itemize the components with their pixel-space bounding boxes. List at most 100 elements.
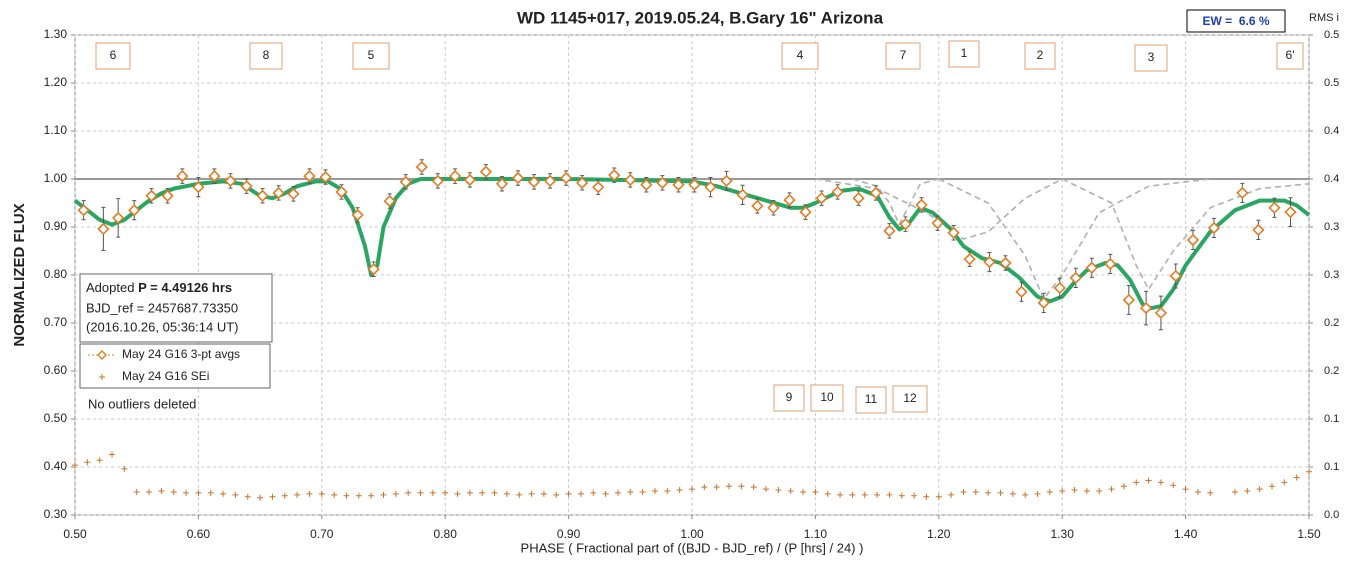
annotation-box — [1276, 42, 1304, 70]
annotation-label: 9 — [786, 390, 793, 404]
data-point — [224, 174, 237, 188]
data-point — [479, 165, 493, 178]
legend — [79, 343, 271, 389]
data-point — [886, 491, 893, 498]
data-point — [415, 160, 428, 174]
data-point — [1194, 488, 1201, 495]
data-point — [767, 201, 780, 214]
data-point — [738, 483, 745, 490]
data-point — [448, 169, 462, 183]
x-tick-label: 1.20 — [927, 527, 951, 541]
annotation-label: 6 — [110, 48, 117, 62]
data-point — [1133, 479, 1140, 486]
data-point — [1015, 285, 1028, 298]
data-point — [720, 174, 733, 188]
data-point — [1256, 486, 1263, 493]
data-point — [1170, 482, 1177, 489]
y2-tick-label: 0.3 — [1324, 221, 1339, 233]
data-point — [1169, 269, 1182, 283]
data-point — [158, 488, 165, 494]
data-point — [495, 177, 509, 190]
y-tick-label: 1.20 — [44, 75, 68, 89]
legend-label: May 24 G16 SEi — [122, 369, 209, 383]
data-point — [195, 489, 202, 496]
data-point — [1306, 468, 1312, 475]
annotation-label: 2 — [1037, 48, 1044, 62]
annotation-label: 3 — [1148, 50, 1155, 64]
data-point — [220, 490, 227, 497]
annotation-box — [1024, 42, 1056, 70]
data-point — [624, 173, 637, 187]
data-point — [331, 491, 338, 498]
data-point — [799, 205, 812, 219]
annotation-box — [773, 384, 805, 412]
annotation-box — [948, 40, 980, 68]
data-point — [911, 492, 918, 499]
component-line — [1061, 178, 1310, 291]
data-point — [431, 174, 444, 188]
data-point — [128, 204, 141, 217]
y2-tick-label: 0.1 — [1324, 413, 1339, 425]
data-point — [713, 484, 720, 491]
data-point — [1108, 486, 1115, 493]
data-point — [560, 171, 573, 185]
data-point — [999, 256, 1012, 270]
x-tick-label: 1.40 — [1174, 527, 1198, 541]
x-tick-label: 0.70 — [310, 527, 334, 541]
y-tick-label: 1.10 — [44, 123, 68, 137]
annotation-box — [855, 386, 887, 414]
data-point — [972, 488, 979, 495]
info-adopted: Adopted — [86, 280, 134, 295]
data-point — [192, 181, 205, 194]
data-point — [463, 173, 477, 187]
x-tick-label: 1.50 — [1297, 527, 1321, 541]
data-point — [577, 490, 584, 497]
annotation-box — [352, 42, 390, 70]
data-point — [511, 171, 525, 185]
data-point — [303, 169, 316, 183]
x-tick-label: 1.10 — [804, 527, 828, 541]
y-tick-label: 1.30 — [44, 27, 68, 41]
legend-marker — [97, 350, 107, 360]
x-tick-label: 0.50 — [63, 527, 87, 541]
data-point — [1244, 488, 1251, 494]
ew-box — [1186, 9, 1286, 33]
data-point — [726, 483, 733, 490]
data-point — [380, 491, 387, 498]
info-bjd: BJD_ref = 2457687.73350 — [86, 300, 238, 315]
data-point — [429, 489, 436, 496]
data-point — [651, 488, 658, 494]
data-point — [1157, 479, 1164, 486]
data-point — [640, 178, 653, 191]
y2-tick-label: 0.1 — [1324, 461, 1339, 473]
y2-tick-label: 0.2 — [1324, 317, 1339, 329]
data-point — [96, 457, 103, 464]
data-point — [1145, 477, 1152, 484]
data-point — [77, 204, 90, 217]
data-point — [367, 263, 380, 276]
y-tick-label: 0.90 — [44, 219, 68, 233]
data-point — [983, 255, 996, 269]
data-point — [1236, 186, 1249, 200]
data-point — [383, 194, 396, 208]
data-point — [931, 217, 944, 230]
data-point — [639, 488, 646, 495]
y-tick-label: 0.80 — [44, 267, 68, 281]
data-point — [592, 181, 605, 194]
y2-tick-label: 0.4 — [1324, 125, 1339, 137]
data-point — [948, 491, 955, 498]
data-point — [783, 193, 796, 207]
data-point — [963, 253, 976, 266]
data-point — [1281, 479, 1288, 486]
y-tick-label: 1.00 — [44, 171, 68, 185]
info-date: (2016.10.26, 05:36:14 UT) — [86, 319, 239, 334]
data-point — [1037, 296, 1050, 309]
data-point — [1096, 488, 1103, 494]
data-point — [815, 192, 828, 205]
data-point — [701, 484, 708, 491]
data-point — [516, 491, 523, 498]
data-point — [750, 484, 757, 491]
data-point — [763, 486, 770, 493]
data-point — [869, 186, 882, 200]
y-axis-label: NORMALIZED FLUX — [11, 203, 28, 346]
